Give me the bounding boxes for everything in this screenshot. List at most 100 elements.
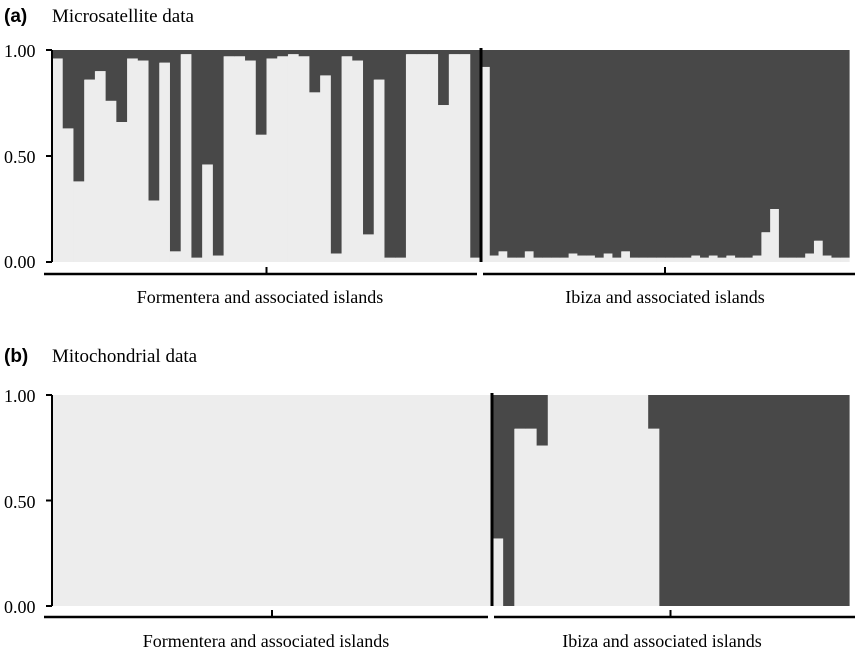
panel-b-bar-light-10 bbox=[162, 395, 174, 606]
panel-a-bar-light-7 bbox=[127, 58, 139, 263]
panel-a-bar-dark-34 bbox=[416, 50, 428, 55]
panel-b-bar-light-13 bbox=[195, 395, 207, 606]
panel-a-bar-dark-44 bbox=[516, 50, 526, 258]
panel-a-bar-light-12 bbox=[180, 54, 193, 262]
panel-b-bar-dark-59 bbox=[703, 395, 716, 606]
panel-a-bar-dark-50 bbox=[568, 50, 578, 254]
panel-a-bar-dark-79 bbox=[822, 50, 833, 256]
panel-a-bar-dark-63 bbox=[682, 50, 692, 258]
panel-a-bar-dark-42 bbox=[498, 50, 508, 252]
panel-a-bar-light-58 bbox=[638, 257, 649, 262]
panel-a-bar-dark-78 bbox=[813, 50, 824, 241]
panel-b-bar-dark-44 bbox=[536, 395, 549, 446]
panel-a-bar-dark-71 bbox=[752, 50, 762, 256]
panel-b-bar-light-44 bbox=[536, 445, 549, 606]
panel-b-ytick-0.50: 0.50 bbox=[4, 492, 36, 512]
panel-a-bar-dark-39 bbox=[470, 50, 482, 258]
panel-b-bar-light-17 bbox=[239, 395, 251, 606]
panel-a-bar-dark-16 bbox=[223, 50, 235, 57]
panel-b-bar-dark-60 bbox=[715, 395, 727, 606]
panel-a-bar-light-46 bbox=[533, 257, 543, 262]
panel-a-bar-dark-12 bbox=[180, 50, 193, 55]
panel-a-bar-light-5 bbox=[105, 100, 117, 262]
panel-a-bar-light-70 bbox=[743, 257, 754, 262]
panel-b-group-label-formentera: Formentera and associated islands bbox=[143, 631, 389, 651]
panel-a-bar-light-39 bbox=[470, 257, 482, 262]
panel-a-bar-light-18 bbox=[245, 60, 257, 262]
panel-b-bar-dark-69 bbox=[815, 395, 828, 606]
panel-b-bar-dark-62 bbox=[737, 395, 750, 606]
panel-b-bar-dark-63 bbox=[748, 395, 761, 606]
panel-a-bar-dark-35 bbox=[427, 50, 439, 55]
panel-a-bar-light-62 bbox=[673, 257, 684, 262]
panel-b: (b) Mitochondrial data 1.00 0.50 0.00 Fo… bbox=[4, 346, 855, 651]
panel-a-bar-light-65 bbox=[700, 257, 710, 262]
panel-a-bar-light-72 bbox=[761, 232, 771, 262]
panel-a-bar-dark-60 bbox=[656, 50, 666, 258]
panel-a-bar-dark-17 bbox=[234, 50, 246, 57]
panel-b-bar-light-26 bbox=[338, 395, 350, 606]
panel-b-bar-light-19 bbox=[261, 395, 273, 606]
panel-b-letter: (b) bbox=[4, 346, 28, 367]
panel-a-bar-light-45 bbox=[524, 251, 535, 262]
panel-a-bar-dark-51 bbox=[577, 50, 587, 256]
panel-a-bar-dark-53 bbox=[594, 50, 605, 258]
panel-a-bar-dark-66 bbox=[708, 50, 719, 256]
panel-a-bar-dark-5 bbox=[105, 50, 117, 101]
panel-a-bar-dark-43 bbox=[507, 50, 517, 258]
panel-a-bar-dark-23 bbox=[298, 50, 310, 57]
panel-a-bar-dark-27 bbox=[341, 50, 353, 57]
panel-a-bar-dark-45 bbox=[524, 50, 535, 252]
panel-b-bar-light-35 bbox=[437, 395, 449, 606]
panel-b-bar-light-47 bbox=[570, 395, 582, 606]
panel-a-bar-dark-10 bbox=[159, 50, 171, 63]
panel-a-bar-dark-74 bbox=[778, 50, 789, 258]
panel-a-bar-light-38 bbox=[459, 54, 471, 262]
panel-a-title: Microsatellite data bbox=[52, 6, 194, 27]
panel-a-bar-light-40 bbox=[481, 66, 491, 263]
panel-a-bar-light-41 bbox=[489, 255, 500, 262]
panel-a-bar-light-19 bbox=[255, 134, 268, 262]
panel-b-group-lines bbox=[44, 610, 855, 619]
panel-a-bar-light-69 bbox=[735, 257, 745, 262]
panel-b-y-axis: 1.00 0.50 0.00 bbox=[4, 386, 36, 617]
panel-a-bar-light-31 bbox=[384, 257, 396, 262]
panel-a-bar-light-20 bbox=[266, 58, 278, 263]
panel-b-bar-light-2 bbox=[74, 395, 86, 606]
panel-a-group-label-formentera: Formentera and associated islands bbox=[137, 287, 383, 307]
panel-a-bar-dark-40 bbox=[481, 50, 491, 67]
panel-a-group-lines bbox=[44, 267, 855, 276]
panel-a-bar-dark-58 bbox=[638, 50, 649, 258]
panel-a-bar-light-53 bbox=[594, 257, 605, 262]
panel-a-bar-dark-72 bbox=[761, 50, 771, 233]
panel-a-bar-light-4 bbox=[94, 71, 107, 262]
panel-a-bar-light-3 bbox=[84, 79, 96, 263]
panel-b-bar-light-21 bbox=[283, 395, 295, 606]
panel-b-bar-light-5 bbox=[107, 395, 119, 606]
panel-b-bar-light-15 bbox=[217, 395, 229, 606]
panel-b-bar-light-30 bbox=[382, 395, 394, 606]
panel-b-bar-light-43 bbox=[525, 428, 538, 606]
panel-b-bar-light-49 bbox=[592, 395, 605, 606]
panel-a-bar-dark-30 bbox=[373, 50, 386, 80]
panel-b-bar-light-54 bbox=[648, 428, 660, 606]
panel-a-bar-light-51 bbox=[577, 255, 587, 262]
panel-a-bar-dark-55 bbox=[612, 50, 622, 258]
panel-a-bar-light-6 bbox=[116, 122, 128, 262]
panel-a-bar-light-30 bbox=[373, 79, 386, 263]
panel-a-bar-dark-13 bbox=[191, 50, 203, 258]
panel-b-bar-dark-58 bbox=[692, 395, 705, 606]
panel-b-bar-light-24 bbox=[316, 395, 328, 606]
panel-a-bar-dark-59 bbox=[647, 50, 657, 258]
panel-b-bar-dark-57 bbox=[681, 395, 694, 606]
panel-a-bar-light-10 bbox=[159, 62, 171, 262]
panel-a-bar-dark-31 bbox=[384, 50, 396, 258]
panel-a-bar-light-66 bbox=[708, 255, 719, 262]
panel-b-bar-light-23 bbox=[305, 395, 317, 606]
panel-b-bar-light-20 bbox=[272, 395, 284, 606]
panel-a-bar-light-68 bbox=[726, 255, 736, 262]
panel-a-bar-light-43 bbox=[507, 257, 517, 262]
panel-a-bar-light-8 bbox=[137, 60, 150, 262]
panel-a-bar-dark-46 bbox=[533, 50, 543, 258]
